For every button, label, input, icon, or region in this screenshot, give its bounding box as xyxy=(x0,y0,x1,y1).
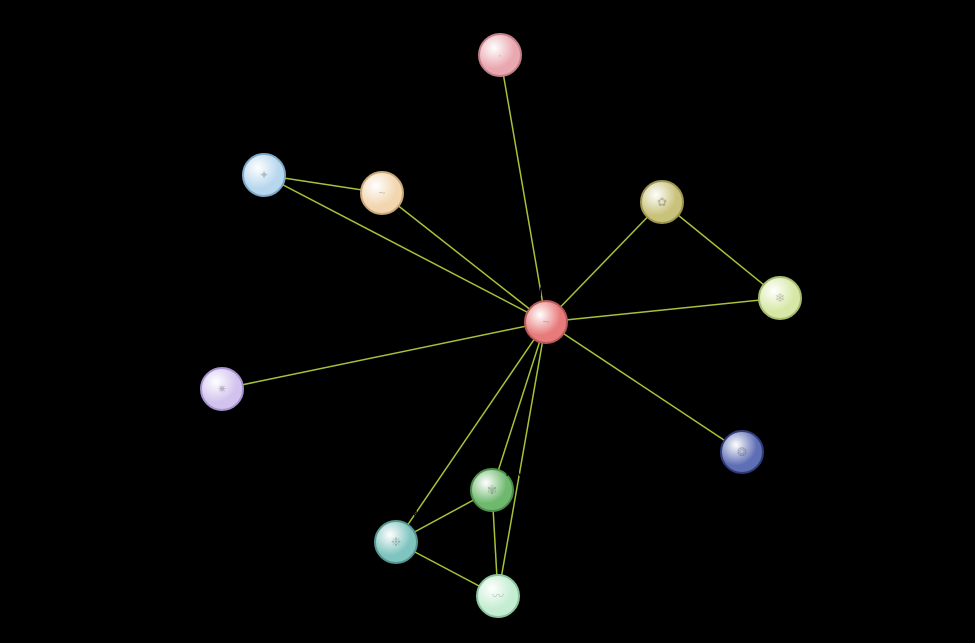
node-FAM102B[interactable]: ✾ xyxy=(470,468,514,512)
edge-FNDC7-CLEC19A xyxy=(546,202,662,322)
node-FNDC10[interactable]: ~ xyxy=(360,171,404,215)
node-TEX44[interactable]: · xyxy=(478,33,522,77)
node-ZPLD1[interactable]: ❄ xyxy=(758,276,802,320)
node-glyph: 〰 xyxy=(492,590,504,602)
edge-FNDC7-TMEM167B xyxy=(498,322,546,596)
node-glyph: ✾ xyxy=(487,484,497,496)
edge-FNDC7-FAM102B xyxy=(492,322,546,490)
node-WDR47[interactable]: ❉ xyxy=(374,520,418,564)
node-glyph: ✿ xyxy=(657,196,667,208)
node-FUBP3[interactable]: ✷ xyxy=(200,367,244,411)
node-FRMD8[interactable]: ❂ xyxy=(720,430,764,474)
node-TMEM167B[interactable]: 〰 xyxy=(476,574,520,618)
node-glyph: ✦ xyxy=(259,169,269,181)
node-FNDC7[interactable]: ~ xyxy=(524,300,568,344)
node-FANK1[interactable]: ✦ xyxy=(242,153,286,197)
node-glyph: ❂ xyxy=(737,446,747,458)
edge-FNDC7-FRMD8 xyxy=(546,322,742,452)
edge-FNDC7-FUBP3 xyxy=(222,322,546,389)
node-glyph: ❉ xyxy=(391,536,401,548)
edge-FNDC7-ZPLD1 xyxy=(546,298,780,322)
edge-FNDC7-FANK1 xyxy=(264,175,546,322)
node-glyph: ✷ xyxy=(217,383,227,395)
network-canvas: ~·✦~✿❄✷❂✾❉〰 FNDC7TEX44FANK1FNDC10CLEC19A… xyxy=(0,0,975,643)
node-glyph: · xyxy=(498,49,502,61)
node-CLEC19A[interactable]: ✿ xyxy=(640,180,684,224)
edge-FNDC7-FNDC10 xyxy=(382,193,546,322)
edges-layer xyxy=(0,0,975,643)
node-glyph: ~ xyxy=(378,187,385,199)
node-glyph: ~ xyxy=(542,316,549,328)
edge-FNDC7-WDR47 xyxy=(396,322,546,542)
node-glyph: ❄ xyxy=(775,292,785,304)
edge-FNDC7-TEX44 xyxy=(500,55,546,322)
